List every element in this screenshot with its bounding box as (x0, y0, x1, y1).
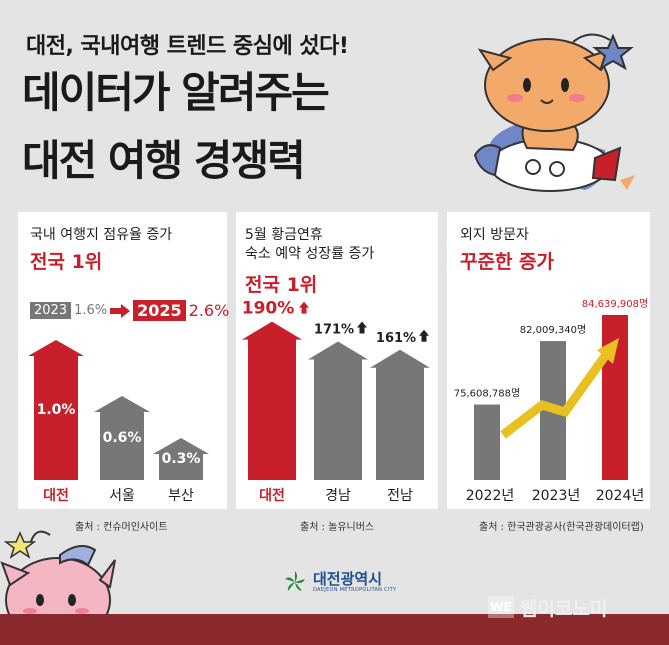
logo-text: 대전광역시 (313, 570, 383, 588)
panel2-x-label-1: 경남 (325, 488, 351, 504)
comparison-to-value: 2.6% (188, 301, 230, 320)
up-arrow-icon-0 (299, 301, 309, 314)
city-logo: 대전광역시 DAEJEON METROPOLITAN CITY (283, 570, 396, 594)
comparison-from-value: 1.6% (74, 303, 108, 318)
panel2-x-label-2: 전남 (387, 488, 413, 504)
panel2-title-line2: 숙소 예약 성장률 증가 (245, 246, 375, 262)
panel1-title: 국내 여행지 점유율 증가 (30, 227, 173, 243)
panel1-headline: 전국 1위 (30, 251, 103, 273)
bar-value-label-0: 75,608,788명 (454, 388, 520, 400)
bar-value-label-2: 84,639,908명 (582, 298, 648, 310)
mascot-rocket-illustration (473, 33, 635, 192)
panel3-x-label-2: 2024년 (595, 488, 645, 504)
bar-value-label-0: 1.0% (37, 402, 76, 418)
panel2-headline: 전국 1위 (245, 274, 318, 296)
panel1-x-label-2: 부산 (168, 488, 194, 504)
watermark-text: 웹이코노미 (520, 598, 608, 620)
logo-subtext: DAEJEON METROPOLITAN CITY (313, 587, 397, 593)
panel1-x-label-1: 서울 (109, 488, 135, 504)
bar-2 (370, 349, 430, 480)
comparison-to-year: 2025 (133, 300, 186, 321)
panel1-bar-chart: 1.0% 0.6% 0.3% (28, 340, 209, 480)
bar-value-label-1: 171% (314, 322, 354, 337)
panel1-comparison: 2023 1.6% 2025 2.6% (30, 300, 229, 321)
subtitle: 대전, 국내여행 트렌드 중심에 섰다! (26, 34, 349, 59)
bar-0 (242, 321, 302, 480)
bar-value-label-1: 82,009,340명 (520, 324, 586, 336)
bottom-bar (0, 614, 669, 645)
trend-arrow-head-icon (597, 338, 619, 364)
city-emblem-icon (285, 571, 305, 591)
panel2-x-label-0: 대전 (259, 488, 285, 504)
trend-arrow-line (500, 353, 609, 439)
bar-value-label-1: 0.6% (103, 430, 142, 446)
bar-2 (602, 315, 628, 480)
panel3-x-label-1: 2023년 (531, 488, 581, 504)
panel2-source: 출처 : 놀유니버스 (300, 522, 375, 533)
comparison-from-year: 2023 (30, 302, 72, 319)
panel3-title: 외지 방문자 (460, 227, 529, 243)
panel3-x-label-0: 2022년 (465, 488, 515, 504)
up-arrow-icon-1 (357, 321, 367, 334)
bar-0 (474, 404, 500, 480)
panel1-source: 출처 : 컨슈머인사이트 (75, 522, 168, 533)
bar-1 (94, 396, 150, 480)
panel2-bar-chart: 190% 171% 161% (242, 299, 430, 480)
panel3-headline: 꾸준한 증가 (460, 251, 555, 273)
bar-value-label-0: 190% (242, 299, 295, 319)
bar-2 (153, 438, 209, 480)
watermark-logo: WE (488, 596, 514, 618)
bar-0 (28, 340, 84, 480)
panel2-title-line1: 5월 황금연휴 (245, 227, 323, 243)
panel3-bar-chart: 75,608,788명 82,009,340명 84,639,908명 (454, 298, 648, 480)
title-line-2: 대전 여행 경쟁력 (22, 136, 306, 185)
up-arrow-icon-2 (419, 329, 429, 342)
arrow-right-icon (110, 303, 131, 318)
title-line-1: 데이터가 알려주는 (22, 68, 330, 117)
panel3-source: 출처 : 한국관광공사(한국관광데이터랩) (479, 522, 644, 533)
bar-1 (308, 341, 368, 480)
panel1-x-label-0: 대전 (43, 488, 69, 504)
bar-value-label-2: 0.3% (162, 451, 201, 467)
bar-value-label-2: 161% (376, 331, 416, 346)
